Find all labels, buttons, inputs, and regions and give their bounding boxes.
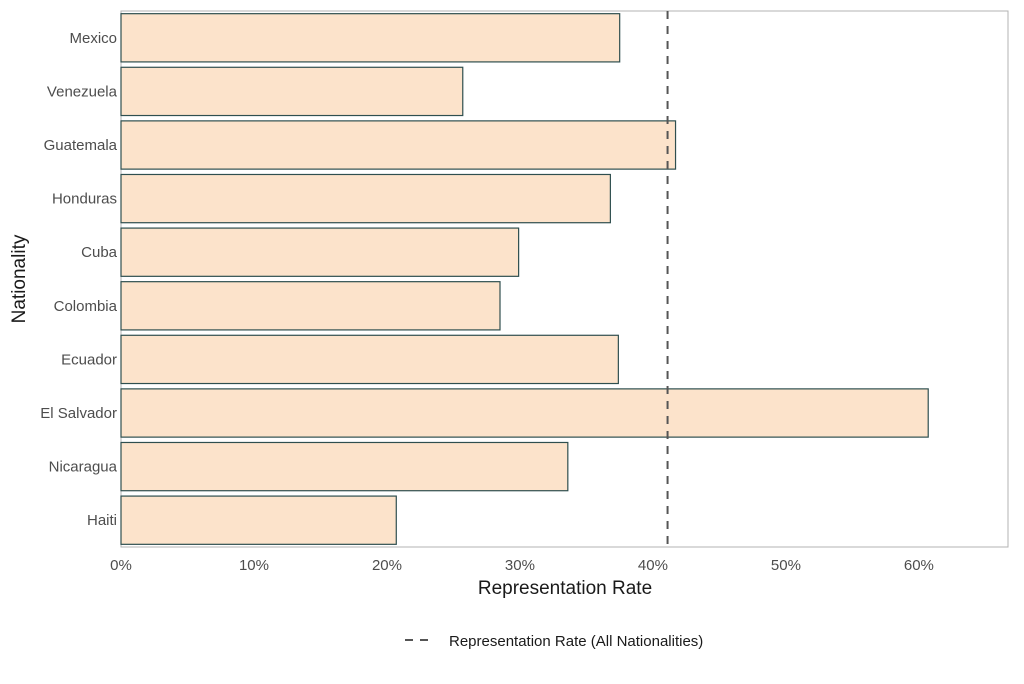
y-tick-label-el-salvador: El Salvador [40,405,117,422]
legend: Representation Rate (All Nationalities) [405,633,703,650]
bar-honduras [120,173,611,224]
y-tick-label-cuba: Cuba [81,244,118,261]
x-tick-label-2: 20% [372,557,402,574]
x-tick-label-4: 40% [638,557,668,574]
y-tick-label-colombia: Colombia [54,298,118,315]
y-tick-label-haiti: Haiti [87,512,117,529]
bar-guatemala [120,120,677,170]
y-tick-labels: Mexico Venezuela Guatemala Honduras Cuba Colo… [40,30,117,529]
x-tick-label-5: 50% [771,557,801,574]
x-tick-label-6: 60% [904,557,934,574]
y-tick-label-guatemala: Guatemala [44,137,118,154]
bar-venezuela [120,66,464,117]
x-tick-label-3: 30% [505,557,535,574]
y-axis-title: Nationality [9,234,30,323]
bar-ecuador [120,334,619,385]
bar-cuba [120,227,520,277]
y-tick-label-mexico: Mexico [69,30,117,47]
y-tick-label-honduras: Honduras [52,191,117,208]
y-tick-label-ecuador: Ecuador [61,351,117,368]
y-tick-label-venezuela: Venezuela [47,83,118,100]
x-tick-label-0: 0% [110,557,132,574]
y-tick-label-nicaragua: Nicaragua [49,459,118,476]
x-axis-title: Representation Rate [478,578,652,599]
x-tick-labels: 0% 10% 20% 30% 40% 50% 60% [110,557,934,574]
legend-label: Representation Rate (All Nationalities) [449,633,703,650]
bar-colombia [120,281,501,331]
x-tick-label-1: 10% [239,557,269,574]
plot-panel [120,10,1009,548]
bar-el-salvador [120,388,929,438]
bars [120,13,929,545]
bar-nicaragua [120,441,569,492]
bar-haiti [120,495,397,545]
bar-mexico [120,13,621,63]
